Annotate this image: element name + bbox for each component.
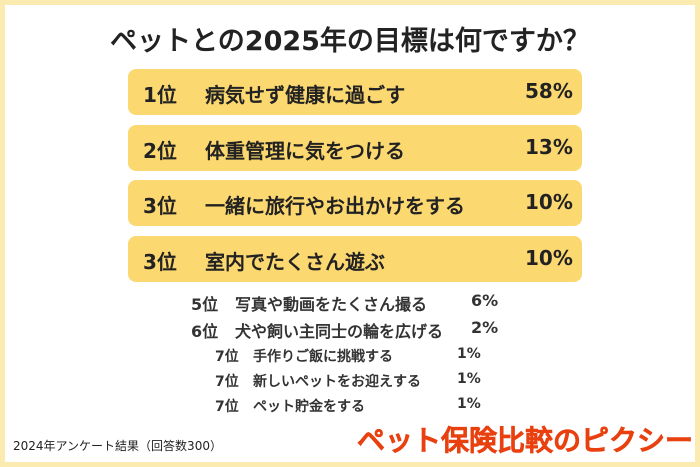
label: 犬や飼い主同士の輪を広げる (235, 322, 444, 341)
label: 新しいペットをお迎えする (253, 374, 421, 390)
percent: 2% (471, 318, 499, 337)
rank: 3位 (143, 194, 177, 218)
rank: 6位 (191, 322, 219, 341)
label: 一緒に旅行やお出かけをする (205, 194, 465, 218)
percent: 13% (525, 134, 573, 159)
brand: ペット保険比較のピクシー (357, 424, 694, 458)
percent: 1% (457, 396, 481, 412)
label: 病気せず健康に過ごす (205, 83, 406, 107)
footer: 2024年アンケート結果（回答数300） (13, 439, 222, 453)
label: ペット貯金をする (253, 399, 365, 415)
percent: 58% (525, 79, 573, 103)
rank: 2位 (143, 138, 177, 163)
label: 手作りご飯に挑戦する (253, 349, 393, 365)
label: 写真や動画をたくさん撮る (235, 295, 428, 314)
rank-box (128, 180, 582, 226)
rank-box (128, 69, 582, 115)
percent: 1% (457, 346, 481, 362)
percent: 6% (471, 291, 499, 310)
percent: 1% (457, 371, 481, 387)
title: ペットとの2025年の目標は何ですか？ (110, 26, 590, 57)
rank-box (128, 235, 582, 282)
rank: 7位 (215, 374, 239, 390)
percent: 10% (525, 190, 573, 214)
label: 体重管理に気をつける (205, 138, 405, 163)
rank: 5位 (191, 295, 219, 314)
rank: 3位 (143, 249, 177, 274)
label: 室内でたくさん遊ぶ (205, 249, 385, 274)
rank-box (128, 124, 582, 171)
rank: 1位 (143, 83, 177, 107)
rank: 7位 (215, 399, 239, 415)
percent: 10% (525, 245, 573, 270)
rank: 7位 (215, 349, 239, 365)
